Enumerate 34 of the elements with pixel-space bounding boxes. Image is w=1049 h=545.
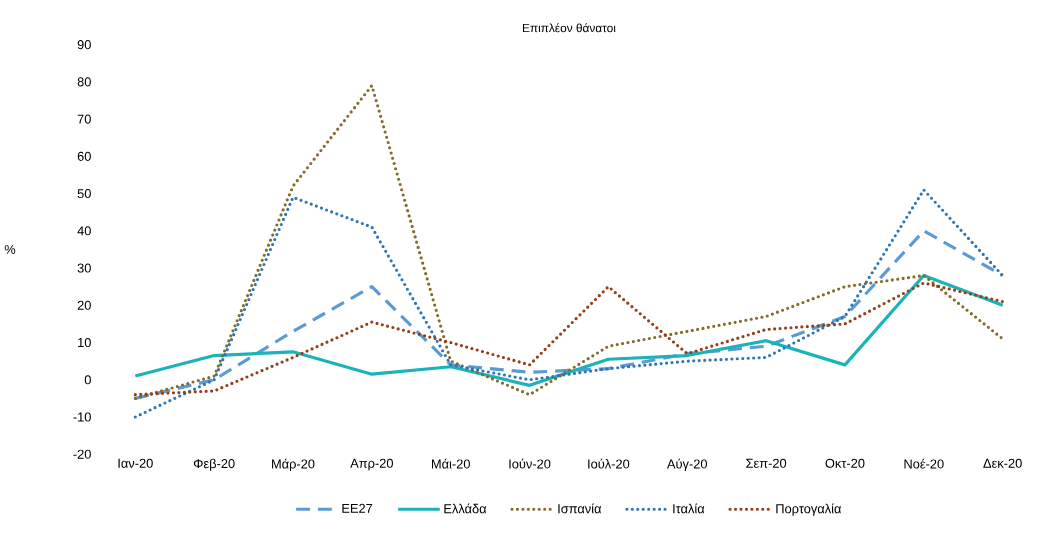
x-tick-label: Αύγ-20 [666, 458, 708, 471]
line-series [133, 83, 1005, 400]
y-tick-label: -10 [73, 412, 91, 422]
x-tick-label: Φεβ-20 [193, 458, 235, 471]
y-axis-title: % [4, 244, 16, 254]
x-tick-label: Απρ-20 [350, 458, 394, 471]
line-series [133, 188, 1005, 419]
y-tick-label: 70 [77, 114, 91, 124]
y-tick-label: 60 [77, 151, 91, 161]
y-tick-label: 0 [84, 374, 91, 385]
x-tick-label: Οκτ-20 [825, 458, 865, 468]
y-tick-label: 30 [77, 263, 91, 273]
x-tick-label: Σεπ-20 [746, 458, 787, 468]
legend-label: Ιταλία [673, 503, 705, 514]
x-tick-label: Ιαν-20 [118, 458, 153, 468]
line-series [133, 228, 1005, 400]
y-tick-label: 90 [77, 39, 91, 49]
legend-label: Ελλάδα [444, 503, 487, 514]
y-tick-label: 50 [77, 188, 91, 198]
x-tick-label: Μάρ-20 [272, 458, 315, 471]
chart-title: Επιπλέον θάνατοι [522, 22, 616, 32]
x-tick-label: Δεκ-20 [983, 458, 1022, 468]
y-tick-label: 40 [77, 226, 91, 236]
x-tick-label: Ιούλ-20 [588, 458, 630, 469]
x-tick-label: Νοέ-20 [904, 458, 944, 469]
y-tick-label: -20 [73, 449, 91, 459]
x-tick-label: Ιούν-20 [509, 458, 551, 469]
legend-label: ΕΕ27 [342, 503, 373, 513]
y-tick-label: 10 [78, 337, 91, 347]
y-tick-label: 80 [77, 77, 91, 87]
legend-label: Πορτογαλία [776, 503, 842, 516]
x-tick-label: Μάι-20 [431, 458, 470, 469]
y-tick-label: 20 [77, 300, 91, 310]
legend-label: Ισπανία [558, 503, 602, 514]
